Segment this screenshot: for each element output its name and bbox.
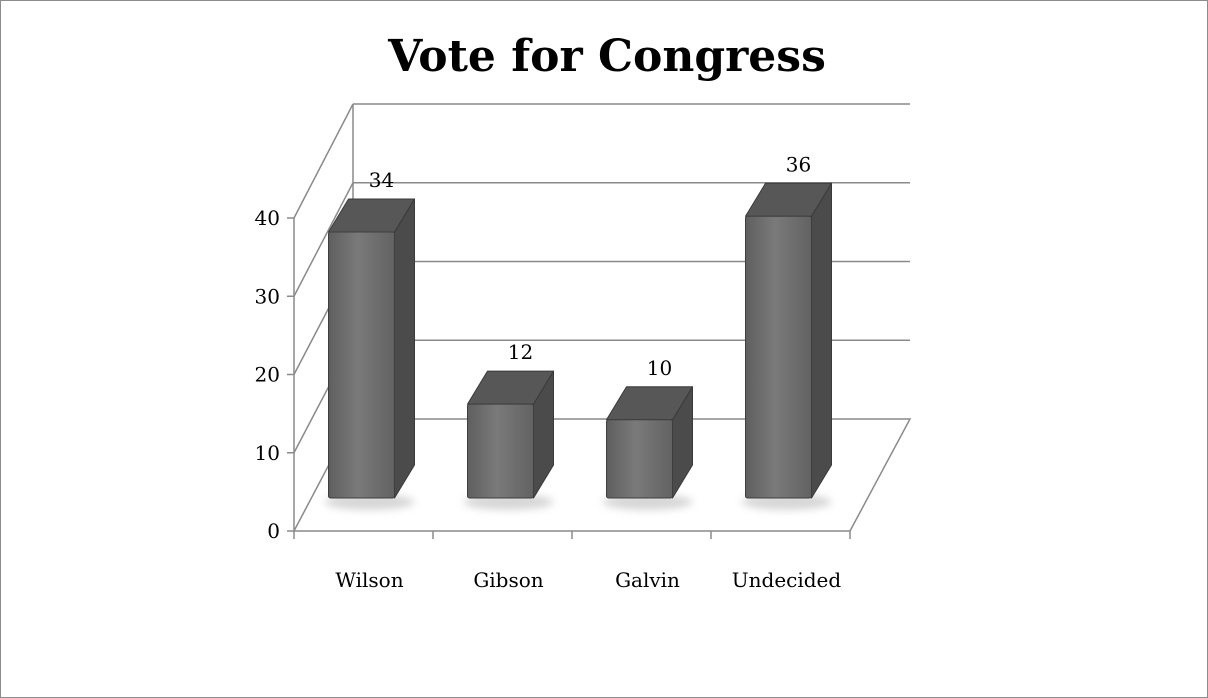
bar-side-face [394,198,415,499]
bar-front-face [328,231,395,499]
y-tick-label: 20 [255,363,280,387]
bar-galvin [602,386,693,510]
category-label-gibson: Gibson [473,568,543,592]
bars-layer [324,182,832,510]
category-label-undecided: Undecided [732,568,842,592]
side-gridline [293,103,354,219]
bar-side-face [811,182,832,499]
bar-gibson [463,370,554,510]
category-label-wilson: Wilson [335,568,403,592]
y-tick-label: 40 [255,206,280,230]
bar-front-face [467,403,534,499]
y-tick-label: 10 [255,441,280,465]
data-label-gibson: 12 [508,340,533,364]
labels-layer: 0 10 20 30 40 34 Wilson 12 Gibson 10 Galvin 36 Undec… [255,152,842,592]
bar-undecided [741,182,832,510]
side-gridline [293,182,354,297]
chart-title: Vote for Congress [387,31,826,82]
y-tick-label: 0 [267,519,280,543]
y-tick-label: 30 [255,284,280,308]
data-label-undecided: 36 [786,152,811,176]
category-label-galvin: Galvin [615,568,680,592]
bar-front-face [745,215,812,499]
data-label-wilson: 34 [369,168,394,192]
data-label-galvin: 10 [647,356,672,380]
bar-wilson [324,198,415,510]
bar-front-face [606,419,673,499]
